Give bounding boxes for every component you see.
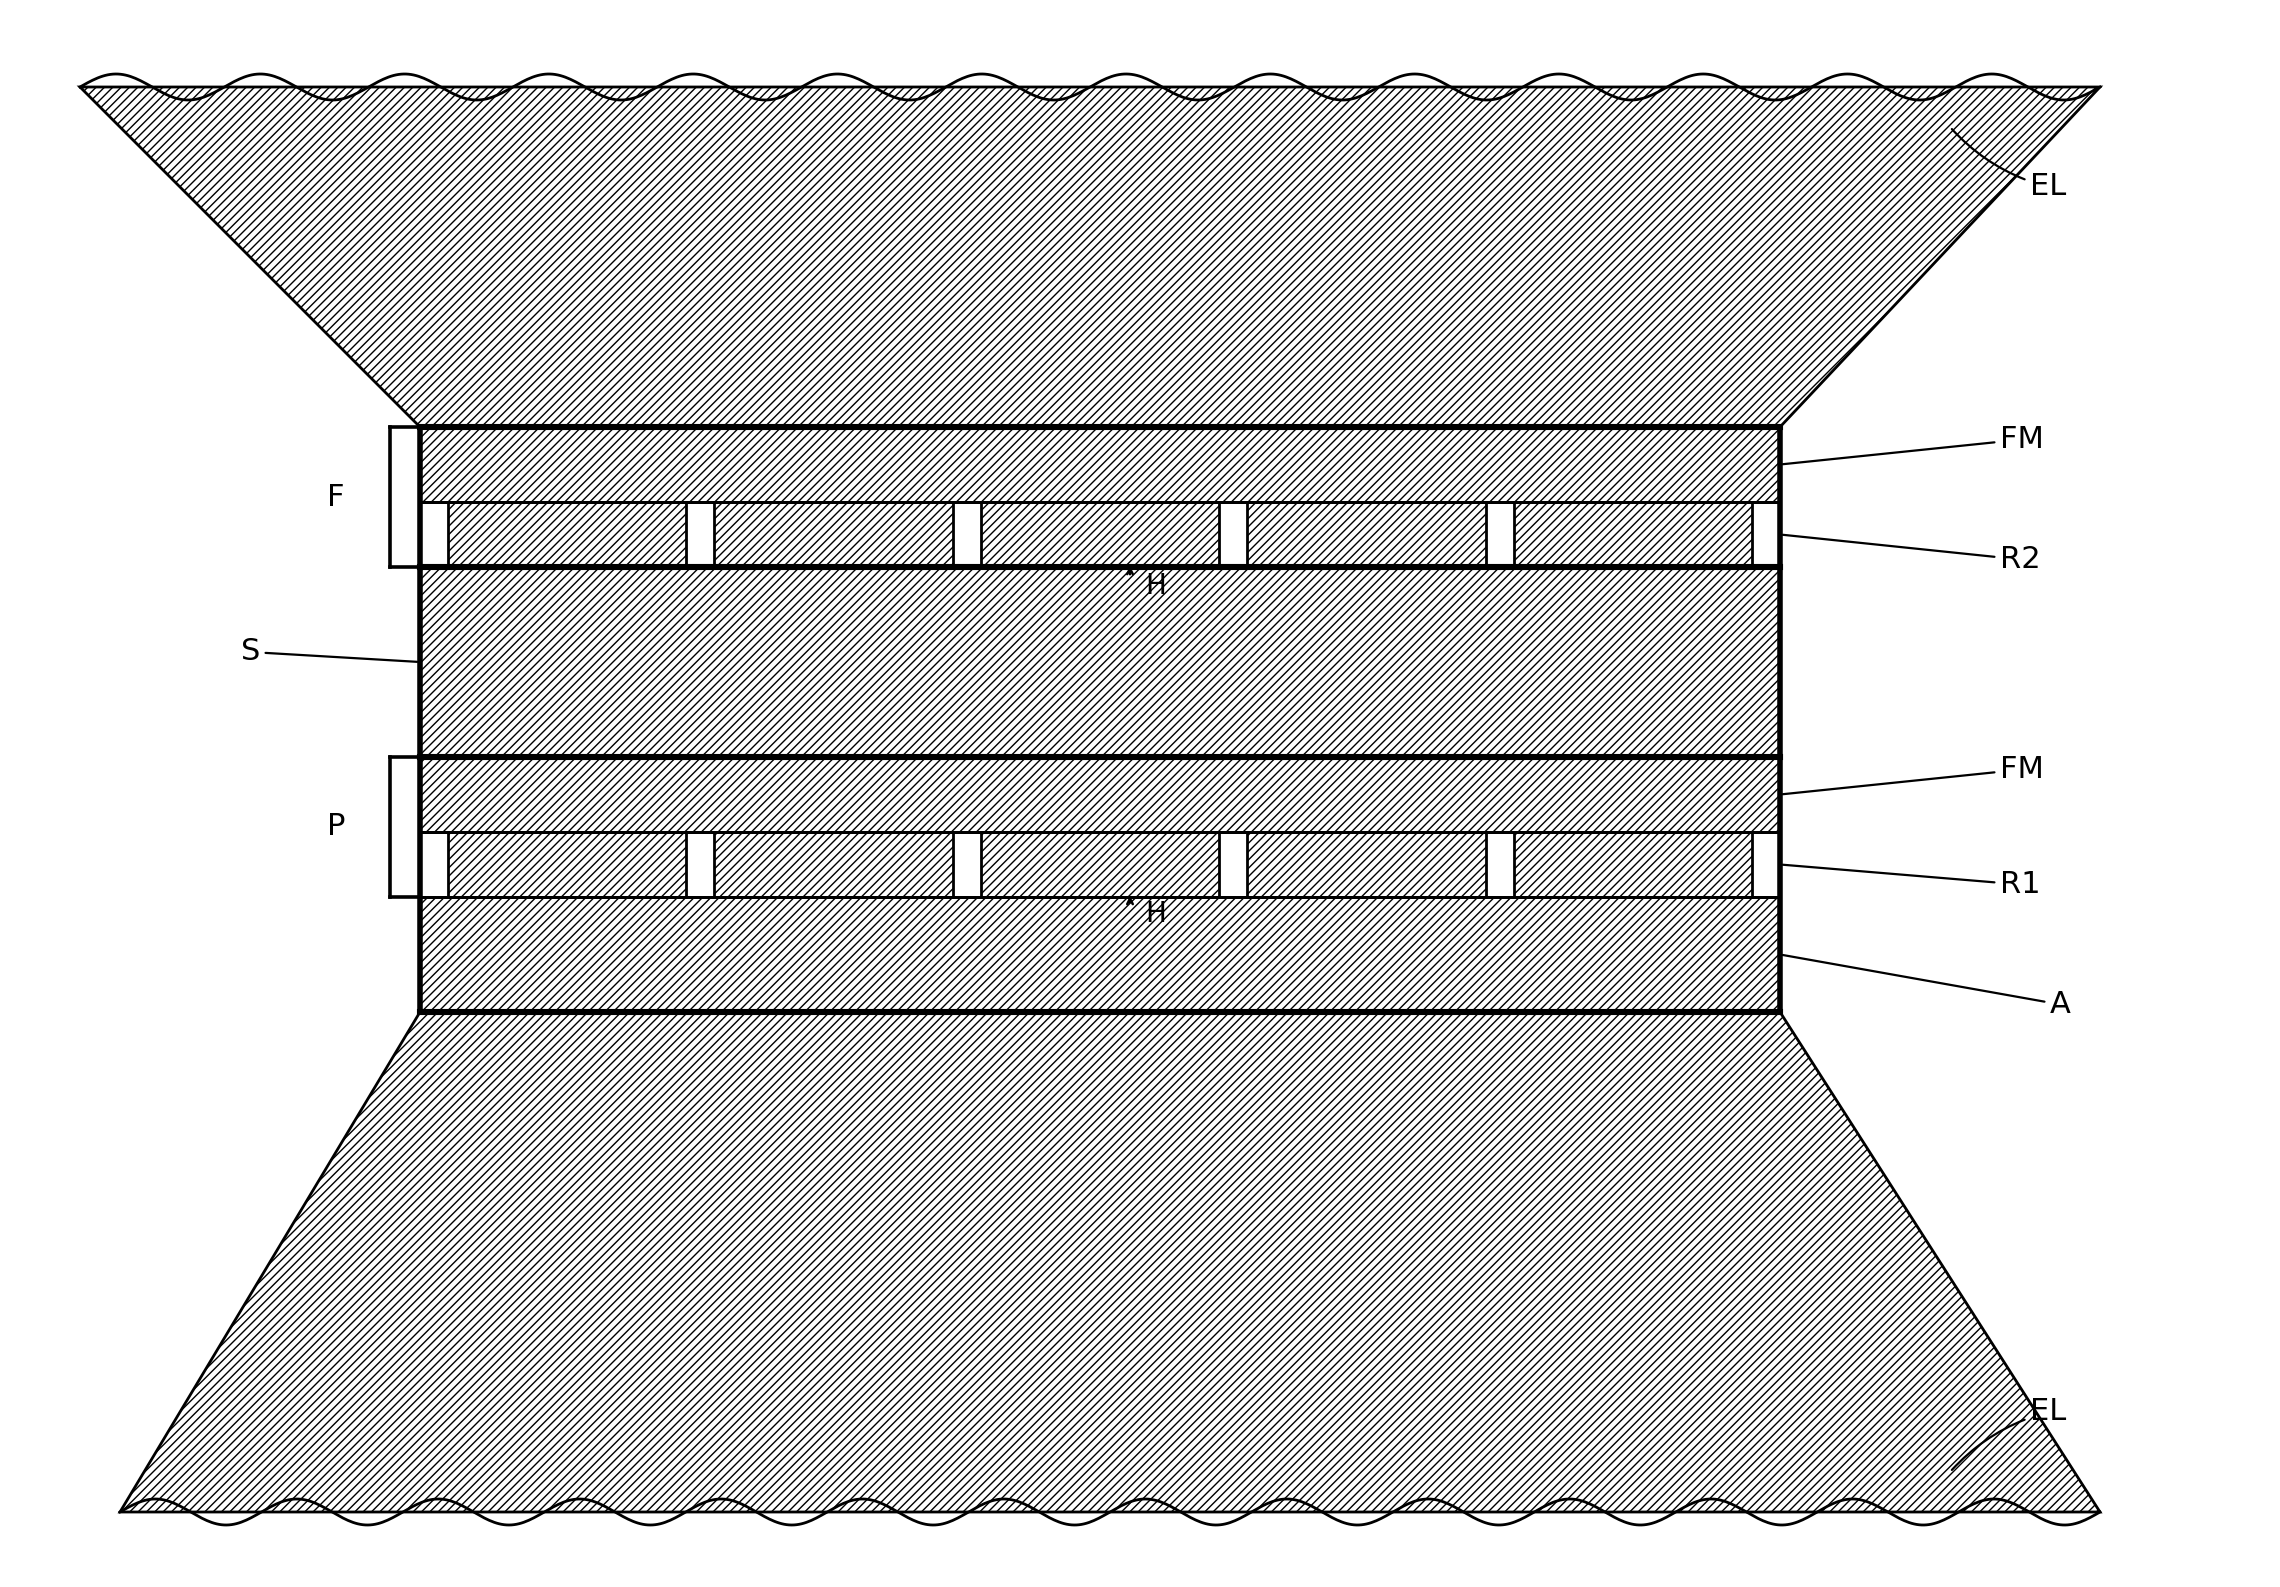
Text: FM: FM bbox=[1783, 425, 2043, 465]
Text: F: F bbox=[328, 482, 344, 511]
Bar bbox=[1514, 501, 1751, 567]
Bar bbox=[420, 427, 1781, 1013]
Bar bbox=[1514, 832, 1751, 897]
Bar bbox=[980, 501, 1220, 567]
Bar bbox=[980, 832, 1220, 897]
Text: R2: R2 bbox=[1783, 535, 2041, 574]
Bar bbox=[447, 501, 686, 567]
Bar bbox=[420, 897, 1781, 1013]
Text: EL: EL bbox=[1952, 129, 2066, 202]
Bar bbox=[1247, 832, 1487, 897]
Bar bbox=[420, 567, 1781, 757]
Polygon shape bbox=[121, 1013, 2100, 1512]
Polygon shape bbox=[80, 87, 2100, 427]
Bar bbox=[447, 832, 686, 897]
Bar bbox=[420, 757, 1781, 832]
Text: S: S bbox=[242, 638, 417, 667]
Text: A: A bbox=[1783, 955, 2070, 1019]
Bar bbox=[714, 501, 953, 567]
Text: FM: FM bbox=[1783, 755, 2043, 794]
Text: P: P bbox=[326, 813, 344, 841]
Bar bbox=[420, 427, 1781, 501]
Text: H: H bbox=[1145, 571, 1165, 600]
Text: H: H bbox=[1145, 900, 1165, 928]
Bar bbox=[714, 832, 953, 897]
Text: R1: R1 bbox=[1783, 865, 2041, 898]
Bar bbox=[1247, 501, 1487, 567]
Text: EL: EL bbox=[1952, 1398, 2066, 1470]
